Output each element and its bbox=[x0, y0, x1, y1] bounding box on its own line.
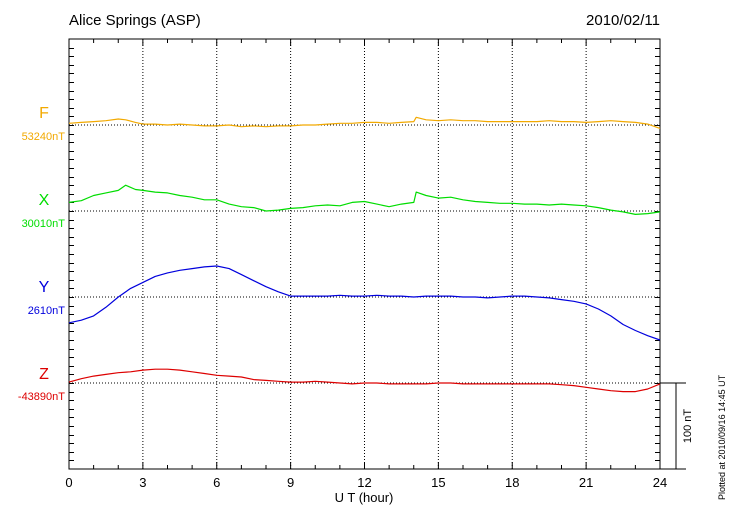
plot-border bbox=[68, 38, 661, 470]
grid-lines bbox=[69, 39, 660, 469]
x-tick-label: 24 bbox=[653, 475, 667, 490]
x-tick-label: 3 bbox=[139, 475, 146, 490]
series-baseline-z: -43890nT bbox=[18, 391, 65, 403]
series-name-x: X bbox=[39, 192, 50, 209]
x-tick-label: 9 bbox=[287, 475, 294, 490]
scale-bar: 100 nT bbox=[660, 382, 694, 470]
series-name-f: F bbox=[39, 105, 49, 122]
series-name-y: Y bbox=[39, 279, 50, 296]
plotted-timestamp: Plotted at 2010/09/16 14:45 UT bbox=[717, 374, 727, 500]
x-tick-label: 0 bbox=[65, 475, 72, 490]
series-line-z bbox=[68, 368, 661, 393]
x-tick-label: 6 bbox=[213, 475, 220, 490]
series-baseline-y: 2610nT bbox=[28, 305, 66, 317]
series-labels: F 53240nT X 30010nT Y 2610nT Z -43890nT bbox=[18, 105, 65, 403]
x-tick-label: 21 bbox=[579, 475, 593, 490]
x-tick-labels: 0 3 6 9 12 15 18 21 24 bbox=[65, 475, 667, 490]
series-line-x bbox=[68, 184, 661, 215]
series-line-f bbox=[68, 116, 661, 129]
x-tick-label: 12 bbox=[357, 475, 371, 490]
series-lines bbox=[68, 116, 661, 393]
chart-title: Alice Springs (ASP) bbox=[69, 12, 201, 29]
series-name-z: Z bbox=[39, 366, 49, 383]
chart-date: 2010/02/11 bbox=[586, 12, 660, 29]
series-baseline-x: 30010nT bbox=[22, 218, 66, 230]
x-tick-label: 15 bbox=[431, 475, 445, 490]
scale-bar-label: 100 nT bbox=[682, 409, 694, 444]
plot-frame bbox=[68, 38, 661, 470]
series-baseline-f: 53240nT bbox=[22, 131, 66, 143]
x-tick-label: 18 bbox=[505, 475, 519, 490]
x-axis-label: U T (hour) bbox=[335, 490, 394, 505]
series-line-y bbox=[68, 265, 661, 341]
